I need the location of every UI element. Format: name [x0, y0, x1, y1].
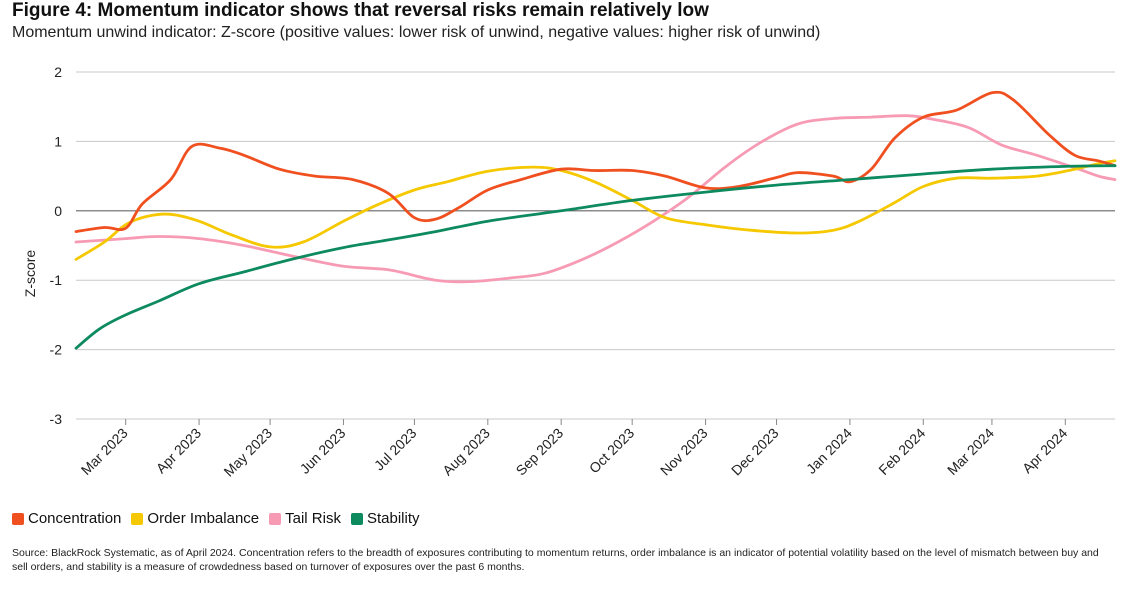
x-tick-label: Feb 2024 — [875, 425, 928, 478]
legend-item-order-imbalance: Order Imbalance — [131, 510, 259, 527]
legend-item-concentration: Concentration — [12, 510, 121, 527]
source-note: Source: BlackRock Systematic, as of Apri… — [12, 547, 1099, 573]
y-tick-label: -2 — [50, 342, 63, 358]
chart-legend: Concentration Order Imbalance Tail Risk Sta… — [12, 510, 420, 527]
x-tick-label: Oct 2023 — [586, 425, 638, 477]
y-tick-label: -1 — [50, 272, 63, 288]
legend-label: Tail Risk — [285, 510, 341, 527]
x-tick-label: Sep 2023 — [513, 425, 567, 479]
legend-swatch — [131, 512, 144, 525]
momentum-line-chart: 2 1 0 -1 -2 -3 Mar 2023 Apr 2023 May 2023 Jun 20… — [22, 64, 1117, 480]
legend-label: Concentration — [28, 510, 122, 527]
x-axis-ticks: Mar 2023 Apr 2023 May 2023 Jun 2023 Jul 2023… — [78, 419, 1071, 480]
legend-label: Stability — [366, 510, 420, 527]
y-axis-ticks: 2 1 0 -1 -2 -3 — [50, 64, 63, 427]
x-tick-label: Mar 2024 — [944, 425, 997, 478]
chart-subtitle: Momentum unwind indicator: Z-score (posi… — [12, 24, 821, 41]
series-line-tail-risk — [74, 114, 1117, 284]
y-tick-label: 1 — [54, 133, 62, 149]
x-tick-label: Aug 2023 — [439, 425, 493, 479]
y-tick-label: 2 — [54, 64, 62, 80]
x-tick-label: Nov 2023 — [657, 425, 711, 479]
legend-item-stability: Stability — [350, 510, 420, 527]
x-tick-label: Dec 2023 — [728, 425, 782, 479]
series-lines — [74, 90, 1117, 350]
grid-lines — [76, 71, 1115, 420]
x-tick-label: Jul 2023 — [371, 425, 420, 474]
legend-swatch — [350, 512, 363, 525]
y-tick-label: 0 — [54, 203, 62, 219]
series-line-stability — [74, 164, 1117, 350]
y-axis-label: Z-score — [22, 250, 38, 298]
series-line-order-imbalance — [74, 159, 1117, 261]
x-tick-label: Apr 2023 — [153, 425, 205, 477]
legend-label: Order Imbalance — [147, 510, 260, 527]
x-tick-label: May 2023 — [220, 425, 275, 480]
x-tick-label: Jan 2024 — [803, 425, 855, 477]
y-tick-label: -3 — [50, 411, 63, 427]
x-tick-label: Jun 2023 — [297, 425, 349, 477]
x-tick-label: Apr 2024 — [1019, 425, 1071, 477]
x-tick-label: Mar 2023 — [78, 425, 131, 478]
series-line-concentration — [74, 90, 1117, 233]
legend-swatch — [12, 512, 24, 525]
chart-title: Figure 4: Momentum indicator shows that … — [12, 0, 709, 21]
legend-swatch — [269, 512, 282, 525]
legend-item-tail-risk: Tail Risk — [269, 510, 341, 527]
